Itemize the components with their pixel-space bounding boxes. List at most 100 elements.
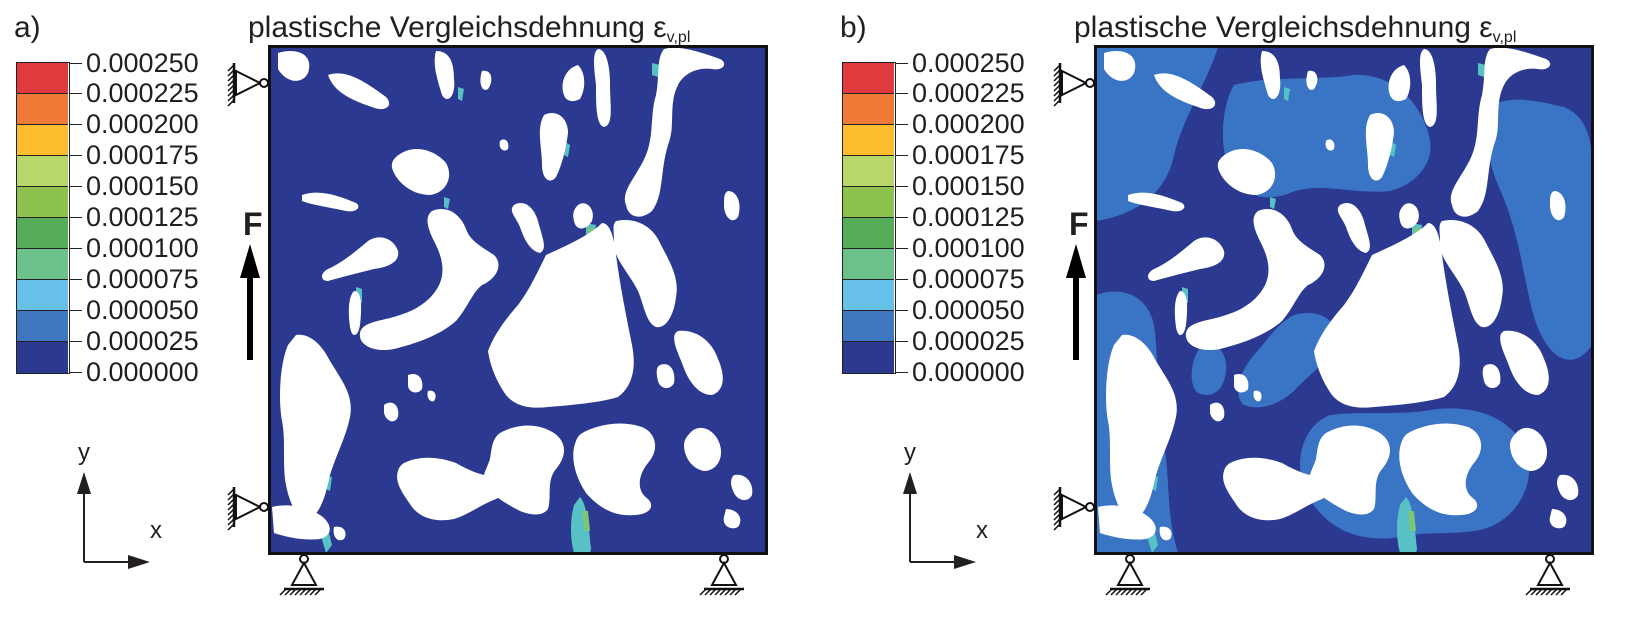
- pore-region: [723, 509, 741, 529]
- legend-swatch: [17, 94, 68, 125]
- pore-region: [333, 526, 346, 541]
- panel-title-subscript: v,pl: [1492, 29, 1517, 46]
- panel-title: plastische Vergleichsdehnung εv,pl: [248, 10, 690, 56]
- legend-swatch: [843, 280, 894, 311]
- x-axis-label: x: [150, 517, 162, 544]
- pore-region: [731, 474, 753, 501]
- strain-hotspot: [1408, 511, 1416, 531]
- pore-region: [1185, 209, 1325, 351]
- pore-region: [384, 402, 399, 422]
- legend-swatch: [843, 342, 894, 373]
- force-arrow-shaft: [1073, 276, 1079, 360]
- force-arrow: [1066, 244, 1086, 360]
- pore-region: [562, 65, 585, 102]
- pore-region: [1210, 402, 1225, 422]
- legend-swatch: [843, 187, 894, 218]
- strain-hotspot: [571, 497, 591, 553]
- wall-support-bottom: [227, 487, 269, 531]
- legend-label: 0.000075: [912, 264, 1025, 294]
- legend-tick: [896, 93, 908, 94]
- legend-swatch: [17, 342, 68, 373]
- pore-region: [499, 139, 509, 151]
- y-axis-label: y: [78, 439, 90, 466]
- legend-swatch: [843, 249, 894, 280]
- pore-region: [1159, 526, 1172, 541]
- pore-region: [408, 373, 423, 393]
- legend-tick: [896, 155, 908, 156]
- legend-label: 0.000225: [86, 78, 199, 108]
- force-label: F: [1069, 206, 1089, 242]
- legend-tick: [70, 155, 82, 156]
- floor-support-right: [1525, 554, 1570, 596]
- pore-region: [272, 505, 330, 540]
- pore-region: [1106, 334, 1177, 520]
- strain-hotspot: [1397, 497, 1417, 553]
- wall-support-top: [1053, 63, 1095, 107]
- pore-region: [1482, 364, 1501, 389]
- legend-swatch: [843, 156, 894, 187]
- legend-label: 0.000200: [86, 109, 199, 139]
- force-label: F: [243, 206, 263, 242]
- specimen-frame: [268, 45, 768, 555]
- pore-region: [1399, 423, 1482, 516]
- strain-halo-region: [1096, 47, 1592, 553]
- pore-region: [427, 390, 436, 402]
- legend-tick: [70, 186, 82, 187]
- x-axis-label: x: [976, 517, 988, 544]
- pore-region: [1325, 139, 1335, 151]
- legend-swatch: [843, 63, 894, 94]
- pore-region: [656, 364, 675, 389]
- panel-letter: a): [14, 11, 41, 44]
- strain-hotspot: [1270, 197, 1276, 209]
- panel-title-text: plastische Vergleichsdehnung ε: [248, 11, 667, 44]
- force-arrowhead: [1066, 244, 1086, 278]
- strain-hotspot: [582, 511, 590, 531]
- pore-region: [1306, 70, 1318, 90]
- legend-tick: [896, 372, 908, 373]
- pore-region: [1174, 291, 1188, 336]
- legend-tick: [896, 124, 908, 125]
- legend-swatch: [843, 311, 894, 342]
- panel-title: plastische Vergleichsdehnung εv,pl: [1074, 10, 1516, 56]
- panel-title-text: plastische Vergleichsdehnung ε: [1074, 11, 1493, 44]
- legend-tick: [896, 217, 908, 218]
- pore-region: [511, 202, 544, 253]
- legend-label: 0.000100: [86, 233, 199, 263]
- legend-label: 0.000175: [86, 140, 199, 170]
- force-arrowhead: [240, 244, 260, 278]
- strain-hotspot: [444, 197, 450, 209]
- legend-label: 0.000050: [86, 295, 199, 325]
- legend-tick: [896, 186, 908, 187]
- legend-swatch: [843, 218, 894, 249]
- panel-title-subscript: v,pl: [666, 29, 691, 46]
- legend-label: 0.000000: [912, 357, 1025, 387]
- legend-swatch: [17, 218, 68, 249]
- legend-swatch: [843, 125, 894, 156]
- pore-region: [684, 427, 722, 471]
- legend-label: 0.000125: [912, 202, 1025, 232]
- floor-support-left: [279, 554, 324, 596]
- legend-swatch: [17, 311, 68, 342]
- y-axis-label: y: [904, 439, 916, 466]
- legend-tick: [896, 248, 908, 249]
- pore-region: [1439, 219, 1503, 328]
- pore-region: [1148, 237, 1225, 281]
- legend-swatch: [843, 94, 894, 125]
- legend-swatch: [17, 280, 68, 311]
- pore-region: [613, 219, 677, 328]
- pore-region: [1510, 427, 1548, 471]
- legend-colorbar: [16, 62, 70, 374]
- strain-hotspot: [458, 87, 464, 101]
- pore-region: [391, 149, 450, 195]
- legend-label: 0.000250: [86, 48, 199, 78]
- pore-region: [280, 334, 351, 520]
- legend-label: 0.000150: [912, 171, 1025, 201]
- legend-tick: [70, 124, 82, 125]
- pore-region: [1420, 49, 1437, 127]
- pore-region: [1314, 223, 1460, 408]
- legend-tick: [70, 372, 82, 373]
- legend-label: 0.000050: [912, 295, 1025, 325]
- legend-swatch: [17, 249, 68, 280]
- coordinate-axes: [903, 472, 976, 569]
- legend-label: 0.000175: [912, 140, 1025, 170]
